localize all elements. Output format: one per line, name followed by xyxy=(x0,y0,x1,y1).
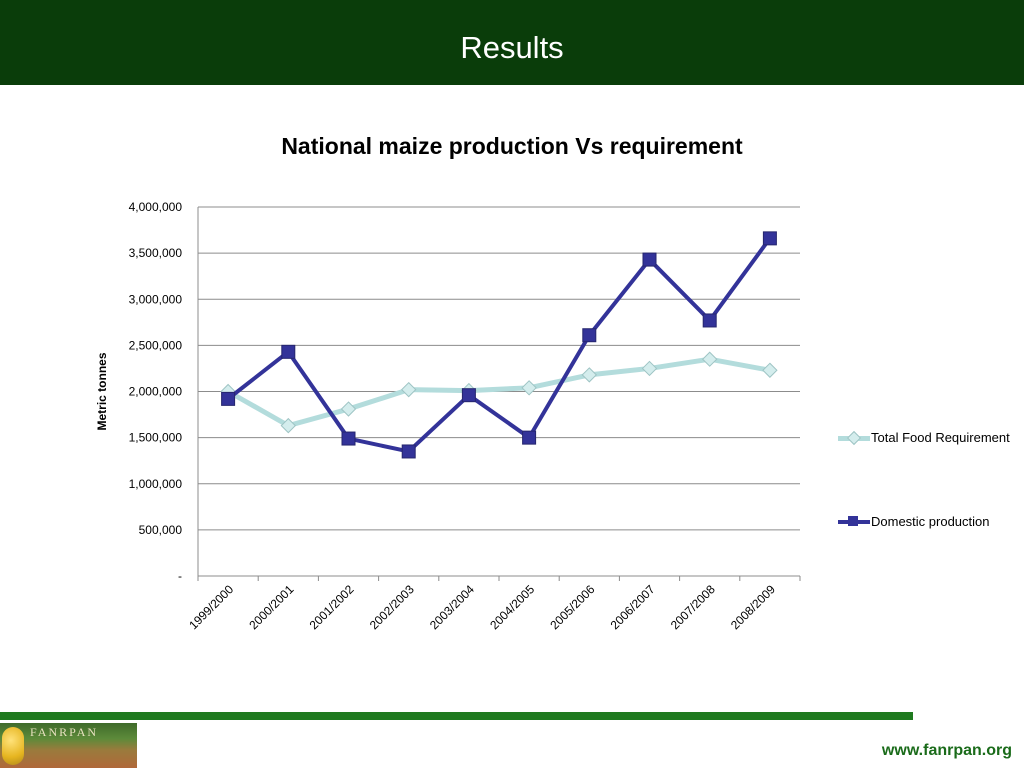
data-point-square xyxy=(401,444,416,459)
y-axis-title: Metric tonnes xyxy=(95,352,109,430)
x-tick-label: 2002/2003 xyxy=(367,582,417,632)
data-point-square xyxy=(281,344,296,359)
data-point-square xyxy=(341,431,356,446)
legend-label: Domestic production xyxy=(871,514,990,529)
y-tick-label: 500,000 xyxy=(139,523,183,537)
data-point-square xyxy=(642,252,657,267)
y-tick-label: 3,500,000 xyxy=(129,246,183,260)
x-tick-label: 2007/2008 xyxy=(668,582,718,632)
y-tick-label: 4,000,000 xyxy=(129,200,183,214)
data-point-diamond xyxy=(521,380,537,396)
data-point-diamond xyxy=(280,417,297,434)
slide-title: Results xyxy=(460,30,564,65)
x-tick-label: 2004/2005 xyxy=(487,582,537,632)
data-point-square xyxy=(582,328,597,343)
y-tick-label: - xyxy=(178,569,182,583)
footer-divider xyxy=(0,712,913,720)
data-point-square xyxy=(702,313,717,328)
x-tick-label: 2001/2002 xyxy=(307,582,357,632)
data-point-diamond xyxy=(581,367,598,383)
chart-title: National maize production Vs requirement xyxy=(281,133,743,159)
x-tick-label: 2008/2009 xyxy=(728,582,778,632)
data-point-diamond xyxy=(762,362,778,378)
data-point-square xyxy=(221,391,236,406)
data-point-diamond xyxy=(641,360,658,377)
y-tick-label: 2,500,000 xyxy=(129,338,183,352)
x-tick-label: 2000/2001 xyxy=(246,582,296,632)
x-tick-label: 2006/2007 xyxy=(608,582,658,632)
website-link[interactable]: www.fanrpan.org xyxy=(881,742,1012,759)
y-tick-label: 3,000,000 xyxy=(129,292,183,306)
data-point-square xyxy=(522,430,537,445)
maize-cob-icon xyxy=(2,727,24,765)
logo-wordmark: FANRPAN xyxy=(30,725,99,739)
x-tick-label: 1999/2000 xyxy=(186,582,236,632)
series-line xyxy=(226,356,771,429)
slide-header: Results xyxy=(0,0,1024,85)
data-point-diamond xyxy=(400,381,417,398)
data-point-square xyxy=(461,388,476,403)
y-tick-label: 2,000,000 xyxy=(129,385,183,399)
legend-label: Total Food Requirement xyxy=(871,430,1010,445)
legend-square-marker xyxy=(848,516,858,526)
x-tick-label: 2005/2006 xyxy=(547,582,597,632)
x-tick-label: 2003/2004 xyxy=(427,582,477,632)
data-point-diamond xyxy=(340,401,357,417)
y-tick-label: 1,500,000 xyxy=(129,431,183,445)
series-line xyxy=(226,237,772,454)
line-chart: - 500,000 1,000,000 1,500,000 2,000,000 2,500… xyxy=(95,200,801,632)
fanrpan-logo: FANRPAN xyxy=(0,723,137,768)
data-point-diamond xyxy=(701,351,718,367)
y-tick-label: 1,000,000 xyxy=(129,477,183,491)
data-point-square xyxy=(762,231,777,246)
